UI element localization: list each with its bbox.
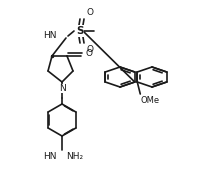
Text: O: O — [86, 45, 94, 54]
Text: NH₂: NH₂ — [66, 152, 83, 161]
Text: O: O — [86, 49, 93, 58]
Text: OMe: OMe — [140, 96, 159, 105]
Text: N: N — [59, 84, 65, 93]
Text: HN: HN — [43, 152, 57, 161]
Text: S: S — [76, 26, 84, 36]
Text: O: O — [86, 8, 94, 17]
Text: HN: HN — [43, 31, 57, 41]
